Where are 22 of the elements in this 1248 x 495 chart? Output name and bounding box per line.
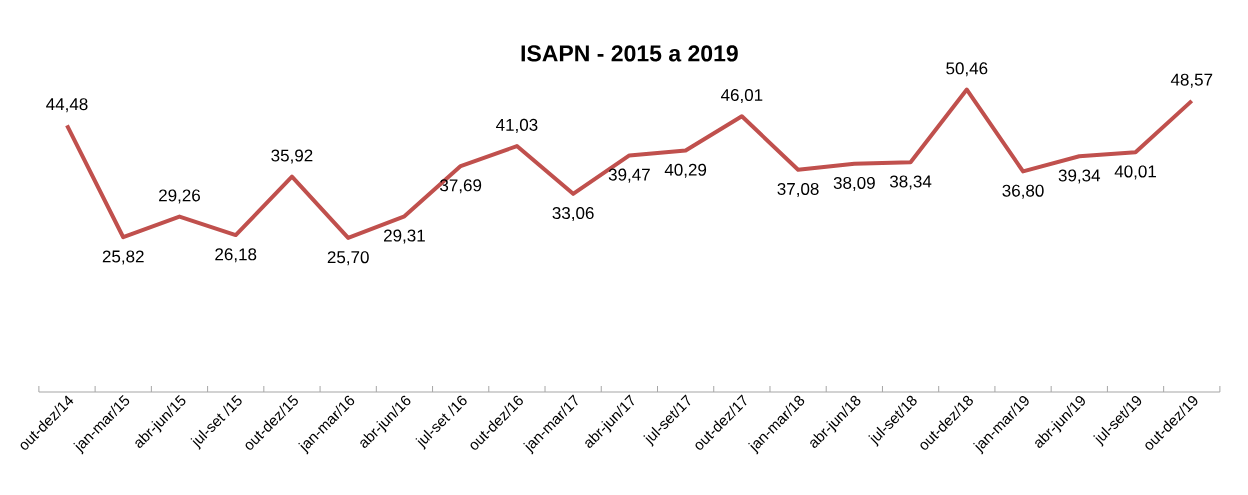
- data-label: 35,92: [271, 149, 313, 164]
- chart-title: ISAPN - 2015 a 2019: [521, 45, 738, 62]
- data-label: 29,26: [159, 189, 200, 204]
- data-label: 25,82: [102, 250, 144, 265]
- data-label: 37,69: [440, 179, 482, 194]
- data-label: 36,80: [1002, 184, 1044, 199]
- data-label: 44,48: [46, 98, 88, 113]
- data-label: 38,34: [889, 175, 932, 190]
- data-label: 41,03: [496, 118, 538, 133]
- data-label: 39,47: [608, 168, 650, 183]
- data-label: 39,34: [1058, 169, 1101, 184]
- data-label: 33,06: [552, 207, 594, 222]
- data-label: 40,29: [664, 163, 707, 178]
- data-label: 37,08: [777, 182, 819, 197]
- data-label: 46,01: [720, 88, 763, 104]
- data-label: 29,31: [384, 229, 425, 244]
- data-label: 48,57: [1170, 73, 1213, 88]
- data-label: 38,09: [833, 176, 875, 191]
- data-label: 40,01: [1114, 165, 1156, 180]
- data-label: 26,18: [215, 248, 257, 263]
- data-label: 50,46: [946, 62, 988, 77]
- data-label: 25,70: [327, 251, 369, 266]
